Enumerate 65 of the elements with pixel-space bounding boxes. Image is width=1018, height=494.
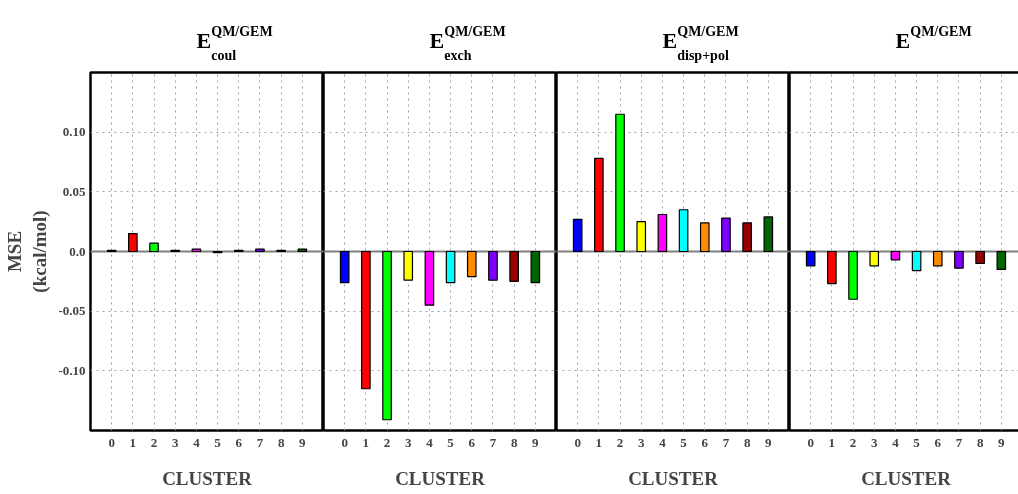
y-tick-label: 0.0 bbox=[69, 243, 86, 259]
bar bbox=[763, 216, 774, 253]
bar bbox=[255, 248, 265, 253]
x-tick-label: 3 bbox=[637, 434, 645, 450]
bar bbox=[721, 217, 731, 253]
y-tick-label: 0.10 bbox=[62, 124, 86, 140]
x-axis-title: CLUSTER bbox=[162, 467, 253, 489]
x-tick-label: 0 bbox=[108, 434, 115, 450]
x-tick-label: 1 bbox=[828, 434, 836, 450]
x-tick-label: 2 bbox=[383, 434, 391, 450]
x-tick-label: 5 bbox=[447, 434, 455, 450]
x-axis-title: CLUSTER bbox=[395, 467, 486, 489]
x-tick-label: 3 bbox=[171, 434, 179, 450]
x-tick-label: 5 bbox=[913, 434, 921, 450]
x-tick-label: 4 bbox=[193, 434, 201, 450]
x-tick-label: 7 bbox=[489, 434, 497, 450]
x-tick-label: 0 bbox=[341, 434, 348, 450]
x-tick-label: 8 bbox=[976, 434, 984, 450]
y-tick-label: 0.05 bbox=[62, 183, 86, 199]
x-axis-title: CLUSTER bbox=[861, 467, 952, 489]
bar bbox=[149, 242, 159, 253]
bar bbox=[128, 233, 138, 253]
x-tick-label: 9 bbox=[765, 434, 773, 450]
x-tick-label: 7 bbox=[722, 434, 730, 450]
bar bbox=[742, 222, 752, 253]
bar bbox=[594, 157, 604, 253]
bar bbox=[657, 213, 668, 253]
x-tick-label: 9 bbox=[998, 434, 1006, 450]
x-tick-label: 7 bbox=[256, 434, 264, 450]
x-axis-title: CLUSTER bbox=[628, 467, 719, 489]
x-tick-label: 6 bbox=[934, 434, 942, 450]
x-tick-label: 2 bbox=[616, 434, 624, 450]
x-tick-label: 2 bbox=[849, 434, 857, 450]
x-tick-label: 5 bbox=[680, 434, 688, 450]
x-tick-label: 2 bbox=[150, 434, 158, 450]
y-axis-title: MSE (kcal/mol) bbox=[4, 210, 52, 293]
bar bbox=[678, 209, 689, 253]
x-tick-label: 9 bbox=[299, 434, 307, 450]
bar bbox=[572, 218, 583, 253]
x-tick-label: 4 bbox=[659, 434, 667, 450]
y-tick-label: -0.05 bbox=[58, 303, 86, 319]
bar bbox=[615, 113, 625, 253]
x-tick-label: 6 bbox=[235, 434, 243, 450]
x-tick-label: 4 bbox=[892, 434, 900, 450]
x-tick-label: 1 bbox=[129, 434, 137, 450]
x-tick-label: 7 bbox=[955, 434, 963, 450]
y-tick-label: -0.10 bbox=[58, 362, 86, 378]
bar bbox=[191, 248, 202, 253]
x-tick-label: 8 bbox=[743, 434, 751, 450]
x-tick-label: 8 bbox=[277, 434, 285, 450]
bar bbox=[297, 248, 308, 253]
x-tick-label: 3 bbox=[870, 434, 878, 450]
x-tick-label: 0 bbox=[574, 434, 581, 450]
bar bbox=[636, 221, 647, 253]
x-tick-label: 9 bbox=[532, 434, 540, 450]
x-tick-label: 6 bbox=[468, 434, 476, 450]
x-tick-label: 4 bbox=[426, 434, 434, 450]
x-tick-label: 8 bbox=[510, 434, 518, 450]
x-tick-label: 6 bbox=[701, 434, 709, 450]
bar bbox=[699, 222, 710, 253]
x-tick-label: 1 bbox=[595, 434, 603, 450]
x-tick-label: 0 bbox=[807, 434, 814, 450]
x-tick-label: 1 bbox=[362, 434, 370, 450]
x-tick-label: 5 bbox=[214, 434, 222, 450]
x-tick-label: 3 bbox=[404, 434, 412, 450]
